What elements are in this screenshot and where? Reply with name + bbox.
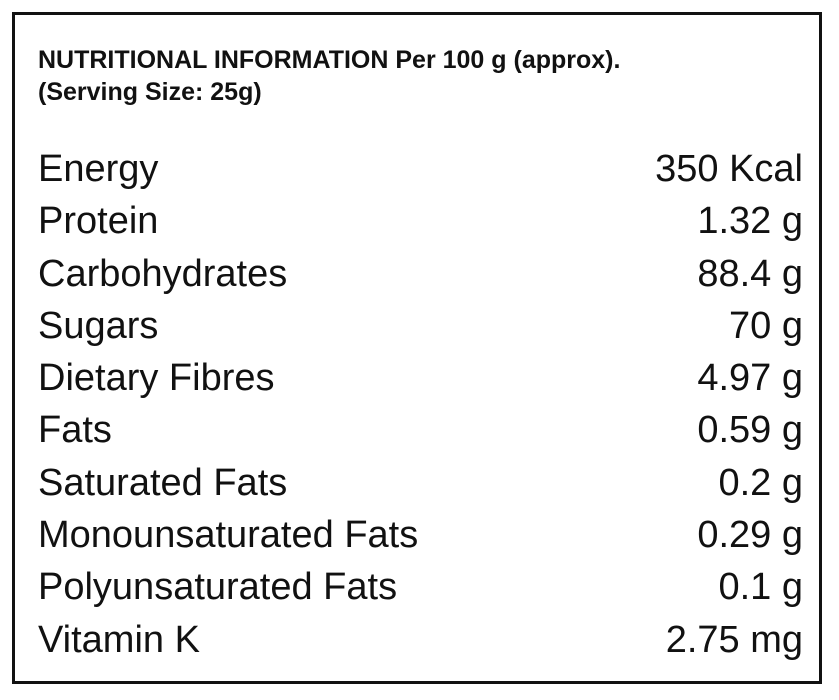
nutrient-amount: 2.75 mg	[665, 618, 803, 661]
nutrient-amount: 0.1 g	[718, 566, 803, 609]
nutrient-amount: 0.59 g	[697, 409, 803, 452]
nutrient-row: Protein 1.32 g	[38, 195, 803, 247]
nutrient-amount: 350 Kcal	[655, 148, 803, 190]
nutrient-name: Monounsaturated Fats	[38, 514, 419, 557]
nutrient-row: Carbohydrates 88.4 g	[38, 248, 803, 300]
nutrient-name: Carbohydrates	[38, 252, 288, 295]
nutrient-row: Monounsaturated Fats 0.29 g	[38, 509, 803, 561]
nutrient-amount: 0.29 g	[697, 514, 803, 557]
nutrient-amount: 1.32 g	[697, 200, 803, 243]
nutrient-name: Polyunsaturated Fats	[38, 566, 398, 609]
nutrient-row: Saturated Fats 0.2 g	[38, 457, 803, 509]
nutrient-row: Fats 0.59 g	[38, 404, 803, 456]
nutrient-name: Dietary Fibres	[38, 357, 275, 400]
title: NUTRITIONAL INFORMATION Per 100 g (appro…	[38, 46, 621, 74]
nutrient-amount: 88.4 g	[697, 252, 803, 295]
nutrient-row: Vitamin K 2.75 mg	[38, 614, 803, 666]
nutrient-name: Vitamin K	[38, 618, 200, 661]
nutrition-panel: NUTRITIONAL INFORMATION Per 100 g (appro…	[12, 12, 822, 684]
nutrient-name: Saturated Fats	[38, 461, 288, 504]
nutrient-name: Energy	[38, 148, 159, 190]
nutrient-row: Sugars 70 g	[38, 300, 803, 352]
nutrient-amount: 0.2 g	[718, 461, 803, 504]
nutrient-row: Dietary Fibres 4.97 g	[38, 352, 803, 404]
nutrient-amount: 4.97 g	[697, 357, 803, 400]
nutrient-row: Energy 350 Kcal	[38, 143, 803, 195]
nutrient-name: Sugars	[38, 304, 159, 347]
nutrition-table: Energy 350 Kcal Protein 1.32 g Carbohydrates…	[38, 143, 803, 666]
subtitle: (Serving Size: 25g)	[38, 78, 262, 106]
nutrient-amount: 70 g	[729, 304, 803, 347]
nutrient-name: Fats	[38, 409, 112, 452]
nutrient-row: Polyunsaturated Fats 0.1 g	[38, 561, 803, 613]
nutrient-name: Protein	[38, 200, 159, 243]
